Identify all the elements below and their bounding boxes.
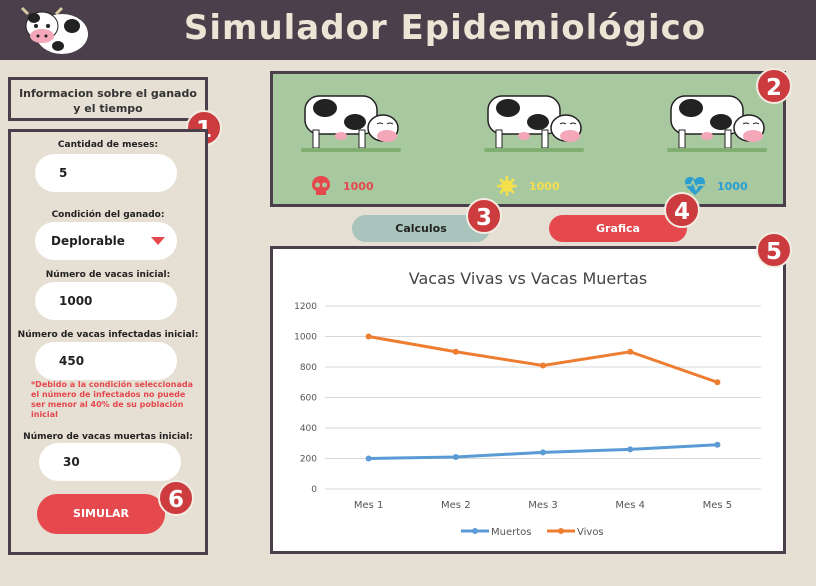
- series-line-vivos: [368, 335, 718, 384]
- data-point: [452, 453, 459, 460]
- legend-label: Vivos: [577, 527, 604, 538]
- y-tick-label: 200: [300, 455, 317, 465]
- condition-value: Deplorable: [51, 234, 125, 248]
- initial-cows-input[interactable]: 1000: [35, 282, 177, 320]
- data-point: [627, 446, 634, 453]
- line-chart: Vacas Vivas vs Vacas Muertas 0 200 400 600 80…: [294, 269, 761, 538]
- x-tick-label: Mes 1: [354, 500, 384, 511]
- initial-cows-label: Número de vacas inicial:: [45, 270, 171, 280]
- condition-label: Condición del ganado:: [51, 210, 165, 220]
- stat-infected: 1000: [495, 174, 560, 198]
- y-tick-label: 1200: [294, 302, 317, 312]
- y-tick-label: 0: [311, 485, 317, 495]
- y-tick-label: 1000: [294, 333, 317, 343]
- cow-infected-icon: [484, 95, 584, 152]
- warning-text: *Debido a la condición seleccionada el n…: [31, 380, 193, 419]
- skull-icon: [312, 176, 330, 195]
- cow-logo-icon: [20, 6, 88, 54]
- app-title: Simulador Epidemiológico: [183, 8, 707, 48]
- cow-dead-icon: [301, 95, 401, 152]
- months-label: Cantidad de meses:: [57, 140, 159, 150]
- chart-title: Vacas Vivas vs Vacas Muertas: [409, 269, 647, 288]
- data-point: [540, 362, 546, 369]
- stat-healthy: 1000: [683, 174, 748, 198]
- infected-cows-label: Número de vacas infectadas inicial:: [17, 330, 199, 340]
- legend-marker: [472, 528, 478, 534]
- info-line-2: y el tiempo: [73, 102, 143, 115]
- dead-cows-label: Número de vacas muertas inicial:: [23, 432, 193, 442]
- months-input[interactable]: 5: [35, 154, 177, 192]
- badge-6: 6: [158, 480, 194, 516]
- info-line-1: Informacion sobre el ganado: [19, 87, 197, 100]
- data-point: [714, 379, 721, 386]
- x-tick-label: Mes 2: [441, 500, 471, 511]
- data-point: [714, 441, 721, 448]
- data-point: [452, 348, 459, 355]
- legend-label: Muertos: [491, 527, 531, 538]
- y-tick-label: 800: [300, 363, 317, 373]
- app-header: Simulador Epidemiológico: [0, 0, 816, 60]
- infected-cows-input[interactable]: 450: [35, 342, 177, 380]
- badge-5: 5: [756, 232, 792, 268]
- data-point: [365, 455, 372, 462]
- cow-healthy-icon: [667, 95, 767, 152]
- badge-2: 2: [756, 68, 792, 104]
- y-tick-label: 400: [300, 424, 317, 434]
- dropdown-arrow-icon[interactable]: [151, 237, 165, 245]
- stat-infected-value: 1000: [529, 179, 560, 193]
- badge-4: 4: [664, 192, 700, 228]
- info-heading: Informacion sobre el ganado y el tiempo: [8, 77, 208, 121]
- heartbeat-icon: [685, 177, 705, 195]
- data-point: [540, 449, 546, 456]
- badge-3: 3: [466, 198, 502, 234]
- x-tick-label: Mes 5: [703, 500, 733, 511]
- legend-marker: [558, 528, 564, 534]
- stat-dead-value: 1000: [343, 179, 374, 193]
- grafica-button[interactable]: Grafica: [549, 215, 687, 242]
- x-tick-label: Mes 4: [615, 500, 645, 511]
- condition-select[interactable]: Deplorable: [35, 222, 177, 260]
- dead-cows-input[interactable]: 30: [39, 443, 181, 481]
- stat-dead: 1000: [309, 174, 374, 198]
- simulate-button[interactable]: SIMULAR: [37, 494, 165, 534]
- data-point: [627, 348, 634, 355]
- x-tick-label: Mes 3: [528, 500, 558, 511]
- stat-healthy-value: 1000: [717, 179, 748, 193]
- virus-icon: [497, 176, 517, 196]
- cow-stats-panel: 1000 1000 1000: [270, 71, 786, 207]
- data-point: [365, 333, 372, 340]
- chart-panel: Vacas Vivas vs Vacas Muertas 0 200 400 600 80…: [270, 246, 786, 554]
- y-tick-label: 600: [300, 394, 317, 404]
